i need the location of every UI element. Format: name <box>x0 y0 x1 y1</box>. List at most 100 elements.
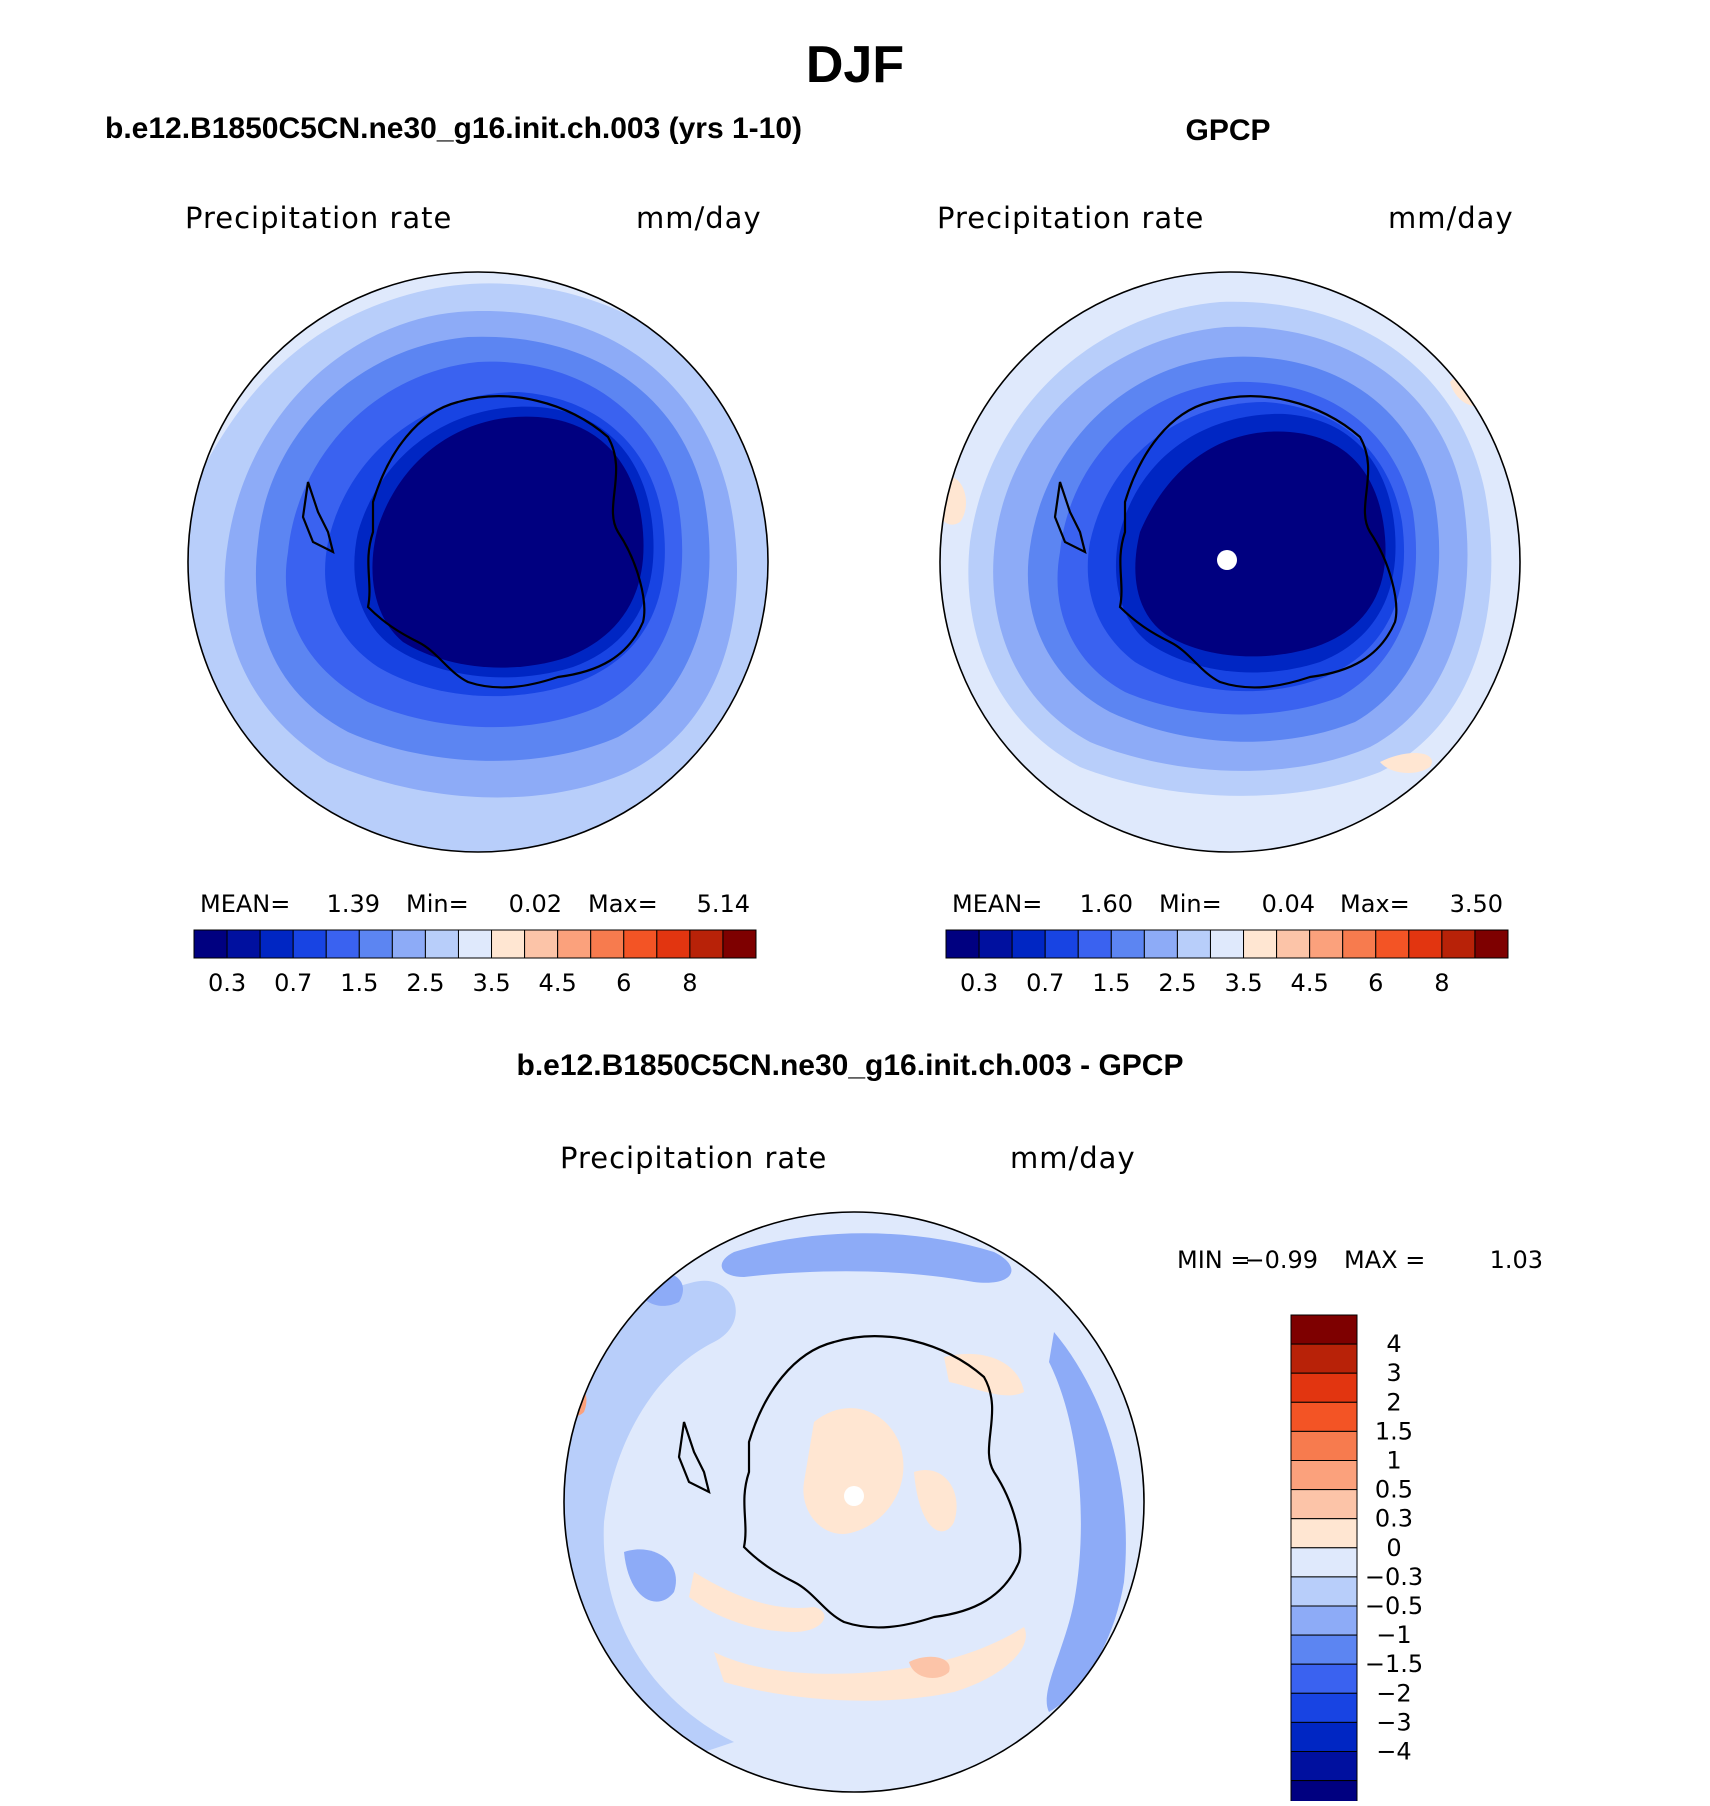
colorbar-swatch <box>1474 929 1509 959</box>
colorbar-swatch <box>524 929 559 959</box>
colorbar-swatch <box>1290 1780 1358 1806</box>
contour-band <box>909 1656 950 1678</box>
panel-model-title: b.e12.B1850C5CN.ne30_g16.init.ch.003 (yr… <box>105 112 802 145</box>
contour-band <box>914 1470 957 1532</box>
colorbar-swatch <box>457 929 493 959</box>
contour-band <box>634 1272 683 1306</box>
colorbar-swatch <box>689 929 724 959</box>
panel-difference-map <box>563 1211 1145 1793</box>
panel-model-mean-label: MEAN= <box>200 890 290 918</box>
colorbar-swatch <box>1290 1751 1358 1782</box>
panel-difference-min-label: MIN = <box>1177 1246 1250 1274</box>
panel-gpcp-map <box>939 271 1521 853</box>
panel-difference-min-value: −0.99 <box>1244 1246 1318 1274</box>
colorbar-swatch <box>491 929 526 959</box>
colorbar-tick-label: 0.7 <box>1026 969 1064 997</box>
panel-difference: b.e12.B1850C5CN.ne30_g16.init.ch.003 - G… <box>517 1049 1543 1806</box>
colorbar-swatch <box>1290 1518 1358 1549</box>
pole-hole <box>844 1486 864 1506</box>
colorbar-tick-label: 1.5 <box>1375 1417 1413 1445</box>
colorbar-swatch <box>1077 929 1112 959</box>
panel-difference-max-label: MAX = <box>1344 1246 1425 1274</box>
colorbar-swatch <box>623 929 658 959</box>
colorbar-swatch <box>978 929 1013 959</box>
colorbar-tick-label: 3.5 <box>1224 969 1262 997</box>
colorbar-tick-label: 0.3 <box>208 969 246 997</box>
colorbar-swatch <box>1044 929 1079 959</box>
panel-model-map <box>187 271 769 853</box>
colorbar-tick-label: 0 <box>1386 1534 1401 1562</box>
contour-band <box>714 1627 1026 1701</box>
panel-gpcp-units-label: mm/day <box>1388 201 1514 235</box>
colorbar-swatch <box>358 929 393 959</box>
colorbar-tick-label: 0.3 <box>1375 1505 1413 1533</box>
colorbar-swatch <box>1143 929 1178 959</box>
colorbar-swatch <box>1276 929 1311 959</box>
colorbar-tick-label: −1.5 <box>1365 1650 1423 1678</box>
panel-gpcp-variable-label: Precipitation rate <box>937 201 1204 235</box>
panel-gpcp-min-label: Min= <box>1159 890 1222 918</box>
panel-difference-units-label: mm/day <box>1010 1141 1136 1175</box>
colorbar-swatch <box>193 929 228 959</box>
colorbar-swatch <box>1011 929 1046 959</box>
colorbar-swatch <box>1290 1430 1358 1462</box>
colorbar-swatch <box>1342 929 1377 959</box>
contour-band <box>1046 1332 1126 1712</box>
colorbar-swatch <box>1290 1721 1358 1753</box>
colorbar-swatch <box>1290 1372 1358 1403</box>
colorbar-swatch <box>557 929 592 959</box>
colorbar-tick-label: −2 <box>1376 1679 1411 1707</box>
colorbar-swatch <box>1243 929 1278 959</box>
panel-model: b.e12.B1850C5CN.ne30_g16.init.ch.003 (yr… <box>105 112 802 997</box>
colorbar-tick-label: 8 <box>1434 969 1449 997</box>
panel-model-colorbar: 0.3 0.7 1.5 2.5 3.5 4.5 6 8 <box>193 929 757 997</box>
colorbar-tick-label: 6 <box>1368 969 1383 997</box>
contour-band <box>689 1572 825 1632</box>
colorbar-tick-label: −3 <box>1376 1708 1411 1736</box>
colorbar-tick-label: 2 <box>1386 1388 1401 1416</box>
colorbar-swatch <box>1290 1605 1358 1636</box>
panel-gpcp: GPCP Precipitation rate mm/day MEAN= <box>937 114 1521 997</box>
panel-difference-max-value: 1.03 <box>1490 1246 1543 1274</box>
contour-band <box>624 1549 676 1602</box>
figure-title: DJF <box>806 36 904 94</box>
colorbar-swatch <box>292 929 327 959</box>
colorbar-swatch <box>1290 1460 1358 1491</box>
colorbar-tick-label: 0.5 <box>1375 1476 1413 1504</box>
colorbar-tick-label: 4.5 <box>539 969 577 997</box>
colorbar-swatch <box>259 929 294 959</box>
panel-model-mean-value: 1.39 <box>327 890 380 918</box>
colorbar-swatch <box>1176 929 1211 959</box>
colorbar-tick-label: −4 <box>1376 1738 1411 1766</box>
panel-gpcp-max-label: Max= <box>1340 890 1410 918</box>
pole-hole <box>1217 550 1237 570</box>
colorbar-tick-label: 0.7 <box>274 969 312 997</box>
colorbar-swatch <box>1290 1692 1358 1723</box>
contour-band <box>372 416 644 668</box>
panel-difference-title: b.e12.B1850C5CN.ne30_g16.init.ch.003 - G… <box>517 1049 1184 1082</box>
colorbar-tick-label: 4 <box>1386 1330 1401 1358</box>
colorbar-swatch <box>1290 1401 1358 1432</box>
panel-model-max-label: Max= <box>588 890 658 918</box>
colorbar-tick-label: 2.5 <box>406 969 444 997</box>
panel-model-units-label: mm/day <box>636 201 762 235</box>
panel-gpcp-max-value: 3.50 <box>1450 890 1503 918</box>
colorbar-tick-label: 3.5 <box>472 969 510 997</box>
colorbar-swatch <box>1290 1489 1358 1520</box>
colorbar-swatch <box>1290 1634 1358 1665</box>
colorbar-swatch <box>722 929 757 959</box>
panel-gpcp-mean-label: MEAN= <box>952 890 1042 918</box>
panel-gpcp-title: GPCP <box>1185 114 1270 147</box>
colorbar-tick-label: 1 <box>1386 1447 1401 1475</box>
panel-gpcp-mean-value: 1.60 <box>1080 890 1133 918</box>
colorbar-tick-label: 8 <box>682 969 697 997</box>
colorbar-swatch <box>1290 1576 1358 1607</box>
colorbar-swatch <box>945 929 980 959</box>
colorbar-swatch <box>1441 929 1476 959</box>
contour-band <box>721 1233 1012 1283</box>
panel-model-max-value: 5.14 <box>697 890 750 918</box>
colorbar-swatch <box>1290 1314 1358 1345</box>
contour-band <box>803 1408 904 1534</box>
